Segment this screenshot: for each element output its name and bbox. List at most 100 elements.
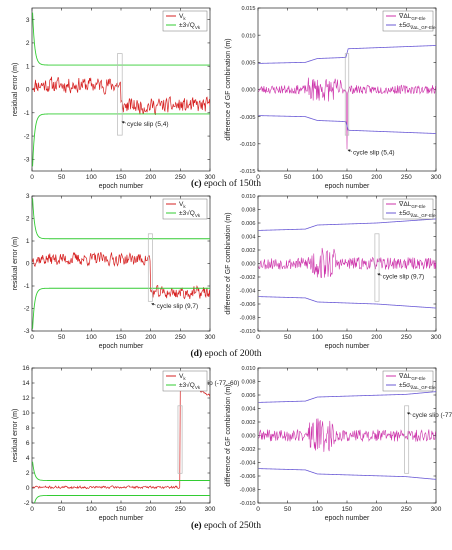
x-tick-label: 200 <box>371 334 382 341</box>
x-tick-label: 300 <box>205 334 216 341</box>
x-tick-label: 50 <box>284 506 292 513</box>
x-tick-label: 150 <box>342 174 353 181</box>
x-tick-label: 50 <box>58 174 66 181</box>
series-bound-upper <box>32 461 210 481</box>
caption-text: epoch of 150th <box>202 178 262 189</box>
x-axis-label: epoch number <box>99 343 144 350</box>
y-tick-label: 10 <box>22 410 30 417</box>
y-tick-label: 0.006 <box>242 221 256 227</box>
x-tick-label: 150 <box>116 334 127 341</box>
annotation-label: cycle slip (9,7) <box>157 303 199 310</box>
series-sigma-upper <box>258 391 436 403</box>
x-tick-label: 50 <box>284 334 292 341</box>
legend-label: ±3√QVk <box>179 21 201 30</box>
series-bound-lower <box>32 113 210 167</box>
y-axis-label: difference of GF combination (m) <box>225 38 232 140</box>
x-tick-label: 100 <box>312 334 323 341</box>
y-tick-label: -2 <box>24 306 30 313</box>
x-tick-label: 150 <box>116 506 127 513</box>
panel-caption: (d) epoch of 200th <box>191 348 262 359</box>
x-tick-label: 150 <box>116 174 127 181</box>
y-tick-label: -0.005 <box>240 115 256 121</box>
y-tick-label: 14 <box>22 380 30 387</box>
annotation-label: cycle slip (9,7) <box>383 273 425 280</box>
cycle-slip-highlight <box>147 233 153 302</box>
y-tick-label: 2 <box>26 40 30 47</box>
y-tick-label: 0 <box>26 485 30 492</box>
y-tick-label: -0.008 <box>240 488 256 494</box>
x-axis-label: epoch number <box>325 515 370 522</box>
legend-label: Vk <box>179 373 186 381</box>
y-tick-label: 4 <box>26 455 30 462</box>
y-tick-label: 0.010 <box>242 194 256 200</box>
x-tick-label: 250 <box>401 174 412 181</box>
legend-label: ±3√QVk <box>179 209 201 218</box>
x-tick-label: 200 <box>145 334 156 341</box>
y-tick-label: 0.015 <box>242 6 256 12</box>
legend-label: ±3√QVk <box>179 381 201 390</box>
y-tick-label: 0 <box>26 261 30 268</box>
chart-e-right: 0 50 100 150 200 250 300 -0.010 -0.008 -0.006 -0.0… <box>225 366 452 522</box>
y-tick-label: -0.010 <box>240 329 256 335</box>
plot-frame <box>31 7 211 172</box>
panel-caption: (e) epoch of 250th <box>191 520 261 531</box>
chart-d-left: 0 50 100 150 200 250 300 -3 -2 -1 0 1 2 3 epoch number… <box>12 193 216 350</box>
legend-label: Vk <box>179 201 186 209</box>
x-tick-label: 0 <box>256 334 260 341</box>
plot-area <box>258 45 436 150</box>
y-tick-label: 3 <box>26 17 30 24</box>
panel-caption: (c) epoch of 150th <box>191 178 261 189</box>
x-tick-label: 250 <box>175 506 186 513</box>
annotation-label: cycle slip (5,4) <box>127 121 169 128</box>
x-tick-label: 150 <box>342 334 353 341</box>
x-tick-label: 50 <box>58 506 66 513</box>
y-tick-label: 12 <box>22 395 30 402</box>
annotation-arrowhead <box>121 121 125 124</box>
series-bound-upper <box>32 198 210 240</box>
cycle-slip-highlight <box>404 405 410 474</box>
x-tick-label: 300 <box>431 174 442 181</box>
x-tick-label: 100 <box>86 334 97 341</box>
y-tick-label: -1 <box>24 110 30 117</box>
x-tick-label: 0 <box>256 506 260 513</box>
y-tick-label: 0.004 <box>242 407 256 413</box>
caption-letter: (e) <box>191 520 202 531</box>
x-tick-label: 200 <box>371 174 382 181</box>
series-bound-upper <box>32 12 210 66</box>
annotation-label: cycle slip (5,4) <box>353 149 395 156</box>
x-tick-label: 100 <box>86 174 97 181</box>
y-tick-label: -0.015 <box>240 169 256 175</box>
y-tick-label: 0.002 <box>242 420 256 426</box>
y-tick-label: 16 <box>22 365 30 372</box>
x-tick-label: 250 <box>175 334 186 341</box>
chart-c-left: 0 50 100 150 200 250 300 -3 -2 -1 0 1 2 3 epoch number… <box>12 7 216 190</box>
x-tick-label: 300 <box>205 174 216 181</box>
cycle-slip-highlight <box>344 53 350 136</box>
x-axis-label: epoch number <box>325 183 370 190</box>
legend-label: Vk <box>179 13 186 21</box>
plot-area <box>32 12 210 167</box>
y-tick-label: -0.004 <box>240 289 256 295</box>
legend-label: ∇ΔLGF-Ele <box>398 200 426 209</box>
y-tick-label: 2 <box>26 216 30 223</box>
y-tick-label: 1 <box>26 238 30 245</box>
x-tick-label: 300 <box>431 334 442 341</box>
y-tick-label: -0.002 <box>240 447 256 453</box>
y-axis-label: difference of GF combination (m) <box>225 384 232 486</box>
y-tick-label: 8 <box>26 425 30 432</box>
y-tick-label: 0.005 <box>242 61 256 67</box>
x-tick-label: 300 <box>205 506 216 513</box>
y-tick-label: 0.002 <box>242 248 256 254</box>
y-tick-label: -0.006 <box>240 474 256 480</box>
caption-letter: (c) <box>191 178 202 189</box>
annotation-label: cycle slip (-77,-60) <box>412 412 452 419</box>
caption-text: epoch of 250th <box>202 520 262 531</box>
y-axis-label: difference of GF combination (m) <box>225 212 232 314</box>
x-tick-label: 0 <box>30 174 34 181</box>
cycle-slip-highlight <box>117 53 123 136</box>
y-tick-label: 0.000 <box>242 88 256 94</box>
y-tick-label: -3 <box>24 328 30 335</box>
x-tick-label: 250 <box>175 174 186 181</box>
